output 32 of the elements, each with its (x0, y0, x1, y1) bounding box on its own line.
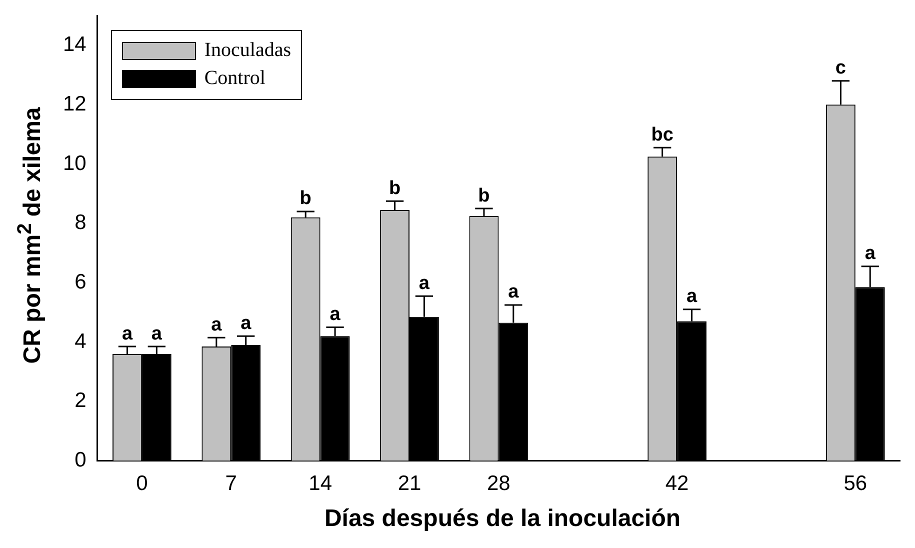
x-tick-label: 21 (398, 472, 422, 496)
y-tick-label: 6 (74, 270, 86, 294)
annotation: b (478, 185, 490, 206)
annotation: a (240, 312, 252, 334)
annotation: a (211, 314, 222, 336)
annotation: a (686, 286, 698, 308)
x-axis-title: Días después de la inoculación (323, 505, 682, 533)
x-tick-label: 14 (308, 472, 332, 496)
y-tick-label: 10 (63, 152, 86, 175)
x-tick-label: 28 (487, 472, 510, 496)
annotation: b (388, 178, 401, 199)
annotation: bc (651, 124, 674, 146)
annotation: b (300, 188, 312, 210)
legend-label: Control (203, 66, 266, 92)
annotation: a (508, 282, 520, 303)
y-tick-label: 8 (74, 211, 86, 234)
annotation: a (122, 323, 133, 344)
y-tick-label: 14 (63, 33, 87, 56)
annotation: a (151, 323, 162, 344)
annotation: a (418, 272, 430, 294)
annotation: a (330, 304, 341, 325)
y-tick-label: 2 (74, 389, 86, 412)
x-tick-label: 7 (225, 472, 237, 496)
annotation: a (864, 243, 876, 264)
x-tick-label: 56 (844, 472, 868, 496)
annotation: c (835, 58, 846, 79)
legend-label: Inoculadas (203, 38, 291, 64)
y-tick-label: 12 (63, 92, 86, 116)
y-tick-label: 4 (74, 330, 87, 353)
y-tick-label: 0 (74, 448, 86, 472)
x-tick-label: 42 (665, 472, 689, 496)
x-tick-label: 0 (136, 472, 148, 496)
